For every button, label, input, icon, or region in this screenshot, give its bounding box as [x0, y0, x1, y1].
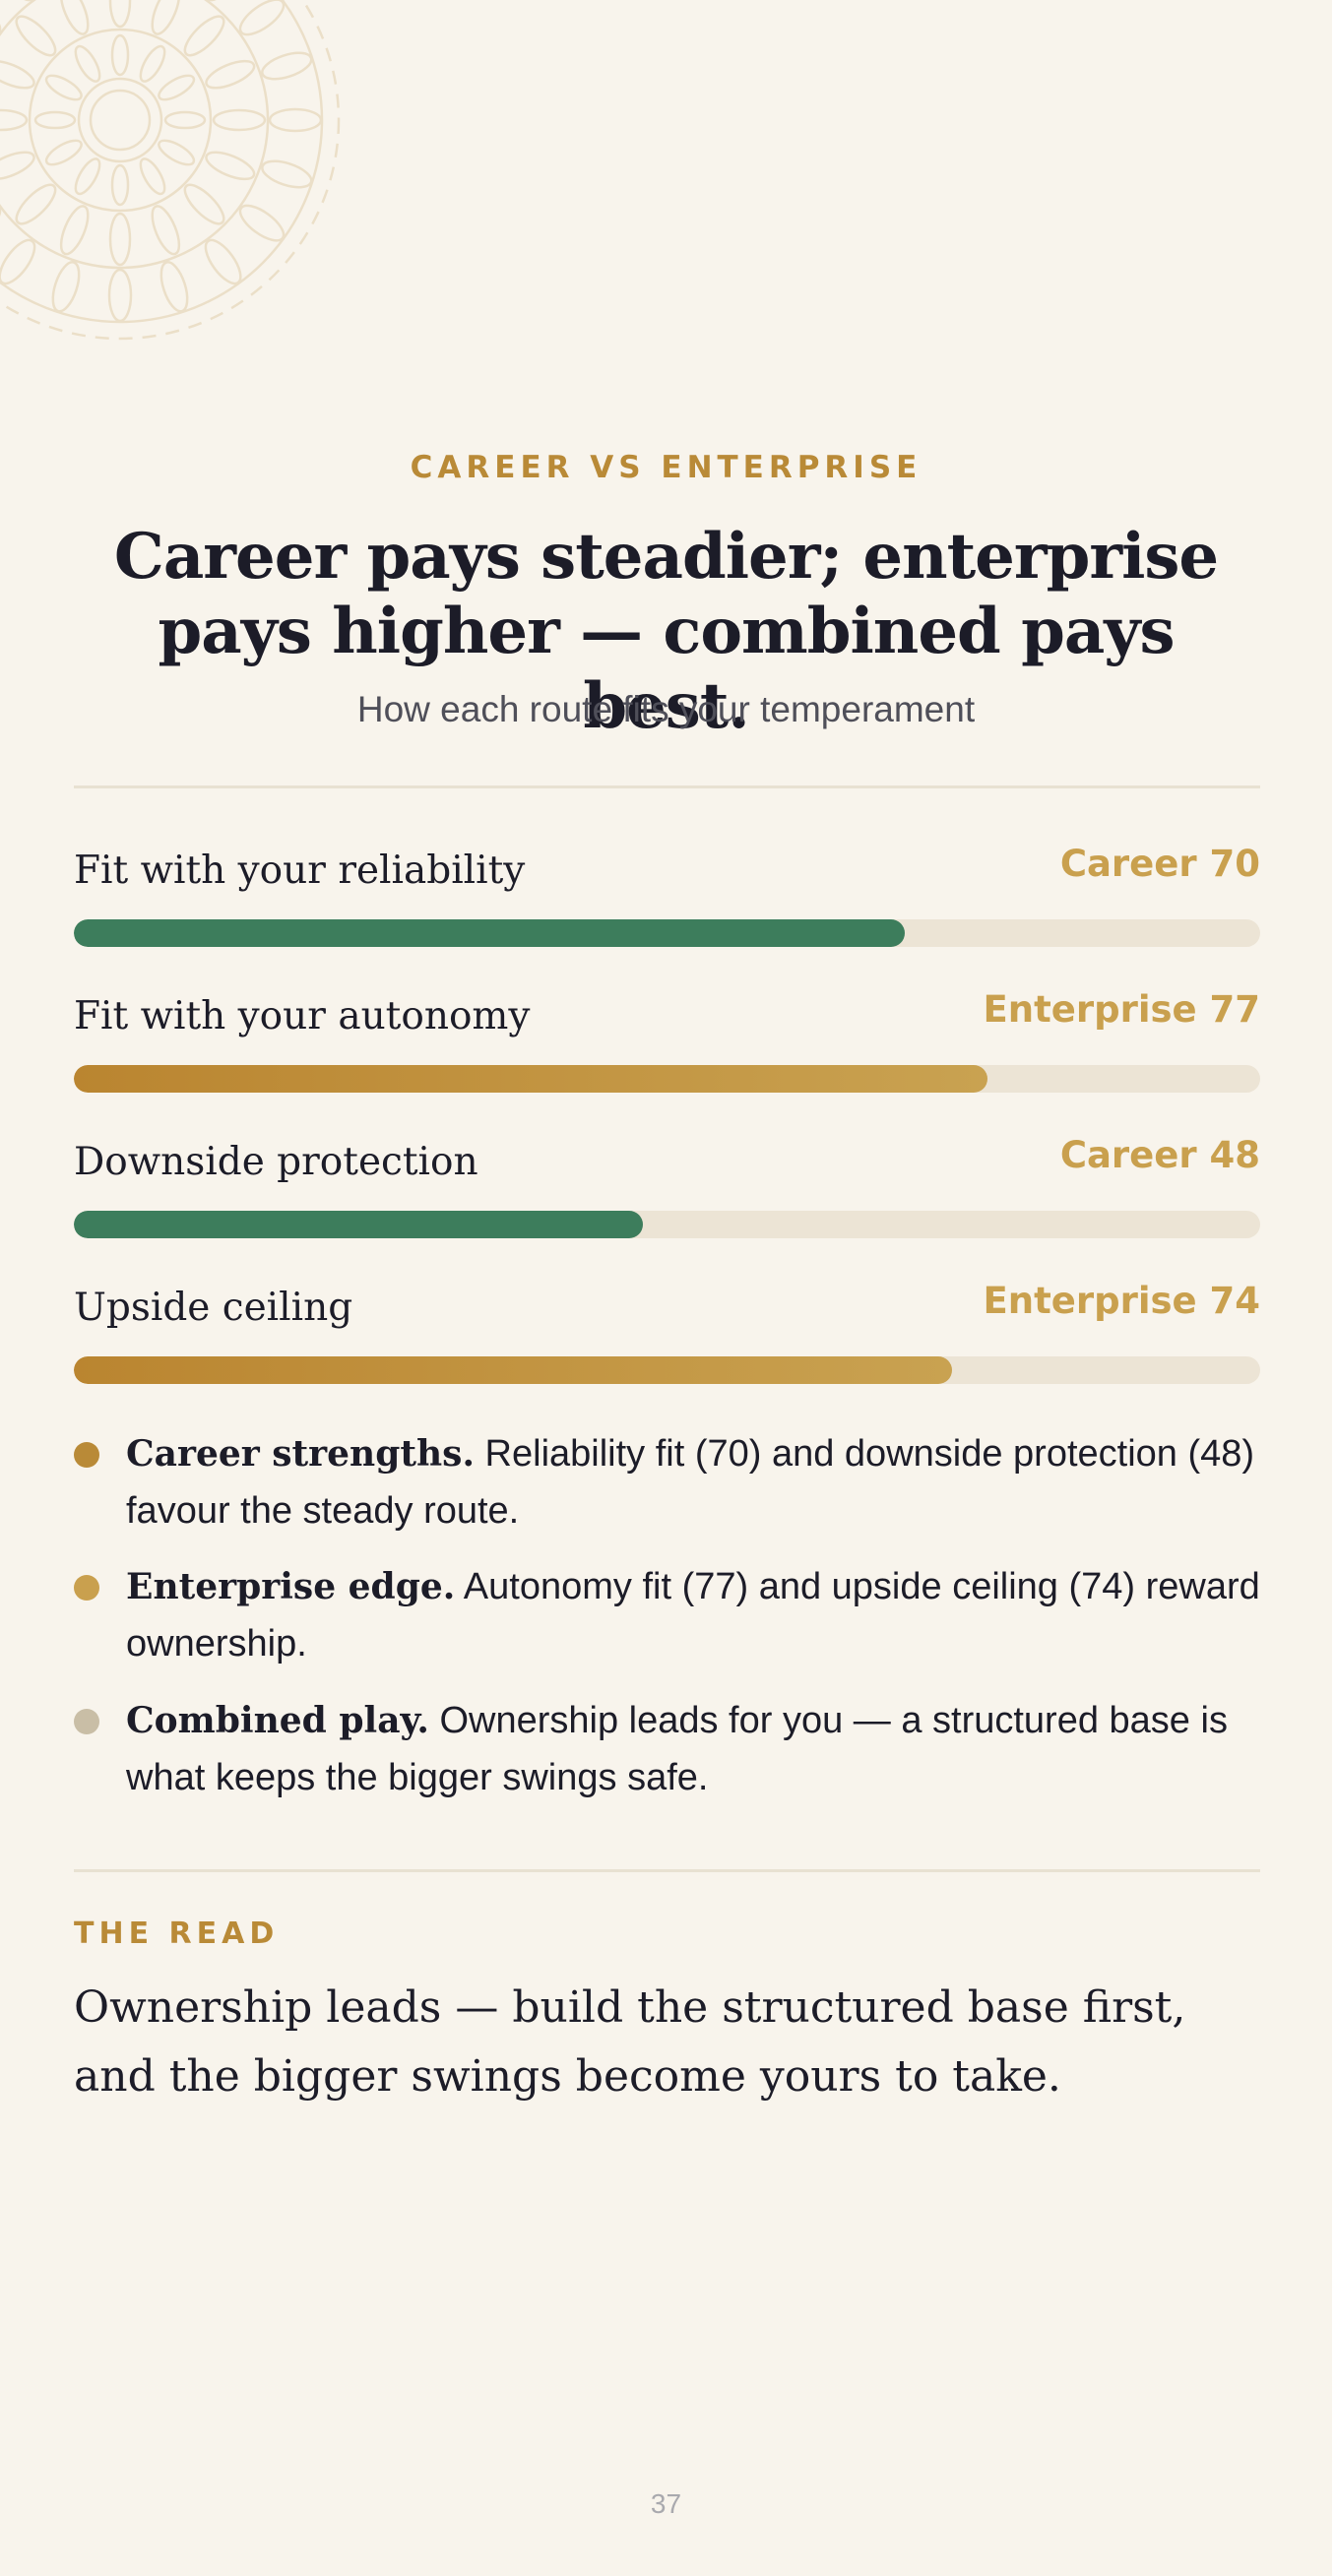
- metric-bar: [74, 1356, 952, 1384]
- mandala-petal: [212, 108, 267, 132]
- bullet-lead: Combined play.: [126, 1700, 429, 1741]
- metric-label: Fit with your autonomy: [74, 994, 531, 1038]
- mandala-petal: [238, 0, 286, 36]
- read-text: Ownership leads — build the structured b…: [74, 1982, 1186, 2102]
- bullet-body: Reliability fit (70) and downside protec…: [126, 1433, 1255, 1532]
- metric-bar: [74, 1065, 987, 1093]
- mandala-petal: [15, 15, 57, 57]
- metric-track: [74, 919, 1260, 947]
- bullet-text: Combined play. Ownership leads for you —…: [126, 1692, 1260, 1806]
- mandala-petal: [107, 268, 133, 323]
- divider-top: [74, 785, 1260, 788]
- bullet-lead: Career strengths.: [126, 1433, 475, 1475]
- mandala-petal: [205, 151, 256, 181]
- metric-value: Career 48: [1059, 1134, 1260, 1176]
- bullet-lead: Enterprise edge.: [126, 1566, 456, 1607]
- mandala-petal: [163, 110, 207, 130]
- metric-label: Fit with your reliability: [74, 848, 526, 893]
- mandala-petal: [268, 107, 323, 133]
- metric-reliability: Fit with your reliability Career 70: [74, 843, 1260, 957]
- mandala-petal: [183, 183, 225, 225]
- bullet-dot: [74, 1442, 99, 1468]
- mandala-petal: [151, 0, 181, 35]
- bullet-body: Ownership leads for you — a structured b…: [126, 1700, 1228, 1798]
- mandala-petal: [261, 159, 313, 189]
- mandala-petal: [0, 59, 35, 90]
- metric-track: [74, 1065, 1260, 1093]
- metric-label: Downside protection: [74, 1140, 478, 1184]
- mandala-petal: [33, 110, 77, 130]
- bullet-text: Enterprise edge. Autonomy fit (77) and u…: [126, 1558, 1260, 1672]
- mandala-petal: [110, 163, 130, 207]
- metric-bar: [74, 1211, 644, 1238]
- mandala-petal: [110, 33, 130, 77]
- metric-downside: Downside protection Career 48: [74, 1134, 1260, 1248]
- section-eyebrow: CAREER VS ENTERPRISE: [410, 450, 922, 485]
- metric-autonomy: Fit with your autonomy Enterprise 77: [74, 988, 1260, 1102]
- read-label: THE READ: [74, 1916, 280, 1951]
- mandala-petal: [44, 139, 83, 166]
- mandala-petal: [0, 108, 29, 132]
- metric-upside: Upside ceiling Enterprise 74: [74, 1280, 1260, 1394]
- mandala-petal: [205, 59, 256, 90]
- bullet-text: Career strengths. Reliability fit (70) a…: [126, 1425, 1260, 1539]
- mandala-petal: [0, 238, 36, 285]
- page-subtitle: How each route fits your temperament: [356, 689, 976, 729]
- mandala-petal: [158, 139, 196, 166]
- mandala-petal: [238, 204, 286, 242]
- mandala-ornament: [0, 0, 341, 341]
- metric-track: [74, 1356, 1260, 1384]
- page-edge: [1332, 0, 1336, 2576]
- mandala-petal: [159, 261, 189, 313]
- divider-bottom: [74, 1869, 1260, 1872]
- mandala-petal: [108, 0, 132, 29]
- page-title-line-2: pays higher — combined pays best.: [158, 595, 1176, 743]
- mandala-petal: [15, 183, 57, 225]
- mandala-petal: [139, 44, 166, 83]
- mandala-petal: [183, 15, 225, 57]
- metric-value: Enterprise 77: [983, 988, 1260, 1031]
- mandala-petal: [108, 212, 132, 267]
- mandala-petal: [74, 157, 101, 196]
- mandala-petal: [158, 74, 196, 101]
- page-title: Career pays steadier; enterprise pays hi…: [74, 520, 1258, 744]
- bullet-body: Autonomy fit (77) and upside ceiling (74…: [126, 1566, 1260, 1665]
- bullet-dot: [74, 1709, 99, 1734]
- metric-label: Upside ceiling: [74, 1286, 353, 1330]
- metric-track: [74, 1211, 1260, 1238]
- mandala-petal: [139, 157, 166, 196]
- metric-value: Career 70: [1059, 843, 1260, 885]
- metric-value: Enterprise 74: [983, 1280, 1260, 1322]
- mandala-petal: [59, 205, 90, 256]
- mandala-petal: [44, 74, 83, 101]
- mandala-petal: [204, 238, 242, 285]
- page-title-line-1: Career pays steadier; enterprise: [113, 520, 1219, 594]
- metric-bar: [74, 919, 905, 947]
- mandala-petal: [59, 0, 90, 35]
- mandala-petal: [51, 261, 81, 313]
- mandala-petal: [74, 44, 101, 83]
- mandala-petal: [261, 51, 313, 81]
- bullet-dot: [74, 1575, 99, 1601]
- mandala-petal: [0, 151, 35, 181]
- page-number: 37: [650, 2488, 682, 2519]
- mandala-petal: [151, 205, 181, 256]
